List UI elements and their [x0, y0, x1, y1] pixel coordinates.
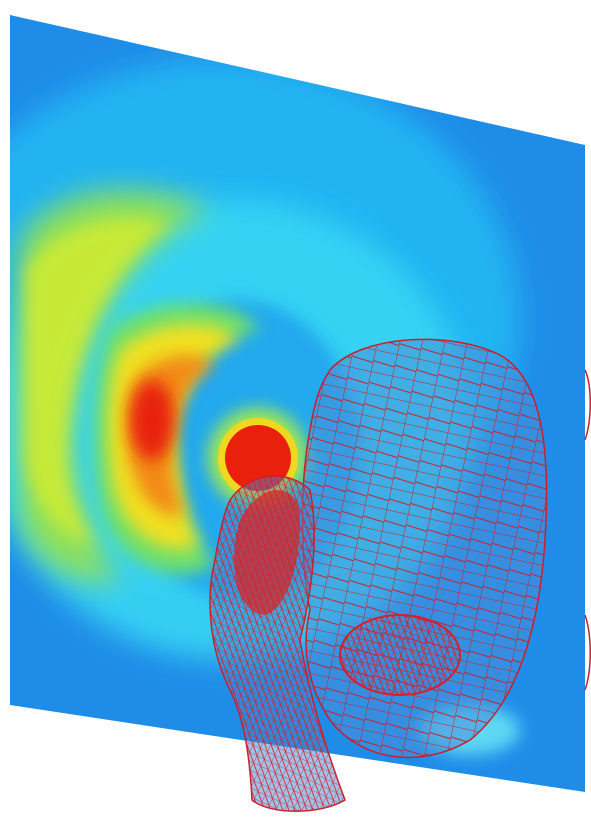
head-wireframe [209, 338, 591, 812]
